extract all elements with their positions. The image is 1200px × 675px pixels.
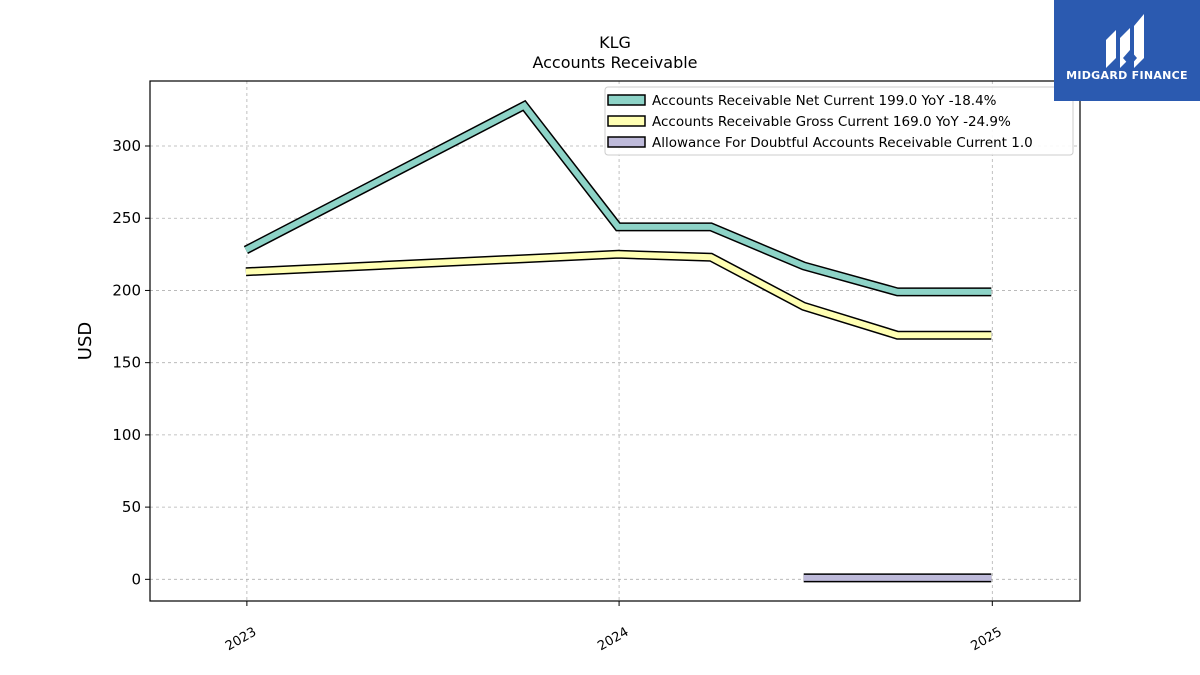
legend-label-1: Accounts Receivable Net Current 199.0 Yo…: [652, 93, 997, 109]
plot-frame: [149, 80, 1081, 602]
legend-label-2: Accounts Receivable Gross Current 169.0 …: [652, 114, 1011, 130]
x-tick-label: 2023: [223, 625, 259, 655]
logo-mark-icon: [1106, 14, 1144, 68]
grid: [150, 81, 1080, 601]
series-lines: [243, 99, 992, 583]
y-tick-label: 50: [122, 498, 141, 516]
y-tick-label: 0: [131, 570, 141, 588]
y-tick-label: 100: [112, 426, 141, 444]
logo-text: MIDGARD FINANCE: [1066, 69, 1188, 82]
brand-logo: MIDGARD FINANCE: [1054, 0, 1200, 101]
legend-swatch-3: [607, 136, 646, 148]
series-line-2: [245, 251, 992, 339]
y-tick-label: 250: [112, 209, 141, 227]
chart-subtitle: Accounts Receivable: [532, 53, 697, 72]
legend-swatch-1: [607, 94, 646, 106]
y-tick-label: 300: [112, 137, 141, 155]
legend-swatch-2: [607, 115, 646, 127]
chart-title: KLG: [599, 33, 631, 52]
y-tick-label: 200: [112, 281, 141, 299]
series-line-1: [244, 101, 992, 295]
y-tick-label: 150: [112, 354, 141, 372]
legend-label-3: Allowance For Doubtful Accounts Receivab…: [652, 135, 1033, 151]
legend-box: [604, 86, 1074, 156]
x-tick-label: 2025: [968, 625, 1004, 655]
y-axis-label: USD: [75, 322, 96, 360]
x-tick-label: 2024: [595, 625, 631, 655]
legend: Accounts Receivable Net Current 199.0 Yo…: [604, 86, 1074, 156]
